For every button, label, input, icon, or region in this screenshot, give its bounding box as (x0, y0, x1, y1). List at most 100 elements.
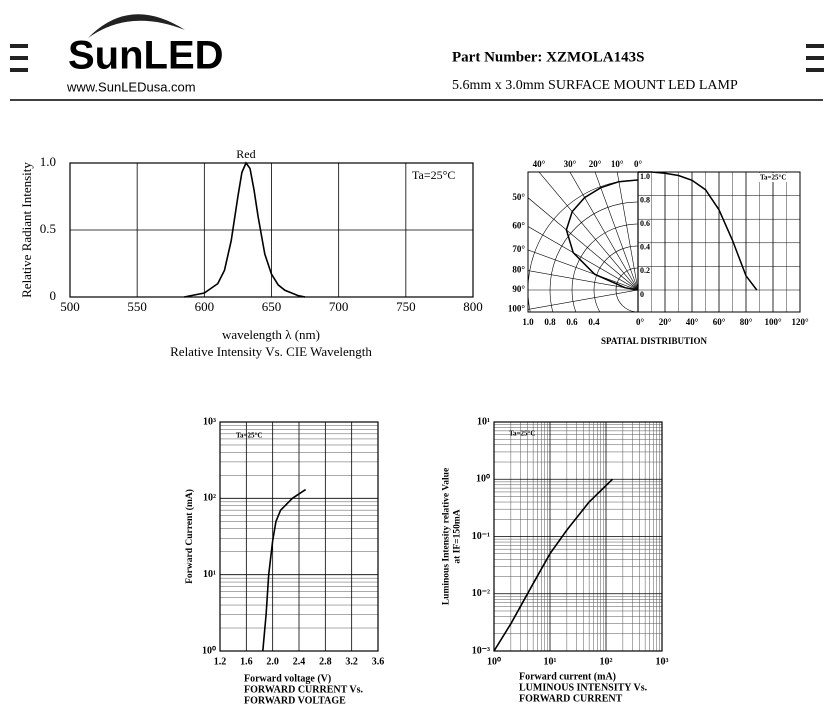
x-tick-label: 120° (791, 317, 809, 327)
x-tick-label: 1.2 (214, 656, 227, 667)
x-tick-label: 2.4 (293, 656, 306, 667)
y-tick-label: 10⁰ (202, 645, 216, 656)
y-axis-label: Luminous Intensity relative Value (442, 468, 452, 605)
plot-frame (493, 421, 663, 652)
angle-tick-label: 70° (512, 244, 525, 254)
angle-tick-label: 20° (589, 159, 602, 169)
y-tick-label: 0.4 (640, 243, 650, 252)
y-tick-label: 10³ (203, 416, 216, 427)
polar-chart: 1.0 0.8 0.6 0.4 0° 10° 20° 30° 40° 50° 60° 70° 80° 90… (508, 159, 809, 346)
angle-tick-label: 0° (634, 159, 643, 169)
x-axis-label: wavelength λ (nm) (222, 327, 320, 342)
angle-tick-label: 30° (564, 159, 577, 169)
x-tick-label: 40° (686, 317, 699, 327)
x-tick-label: 800 (463, 299, 483, 314)
y-axis-label: Relative Radiant Intensity (19, 162, 34, 298)
x-tick-label: 700 (329, 299, 349, 314)
annotation-bg (758, 173, 799, 182)
bar (806, 44, 824, 48)
chart-title: FORWARD CURRENT (519, 693, 623, 704)
angle-tick-label: 80° (512, 265, 525, 275)
chart-title: FORWARD VOLTAGE (244, 695, 346, 706)
x-tick-label: 750 (396, 299, 416, 314)
bar (806, 68, 824, 72)
x-axis-label: Forward current (mA) (519, 671, 616, 682)
grid-radial (538, 172, 638, 291)
part-number: Part Number: XZMOLA143S (452, 49, 644, 65)
angle-tick-label: 60° (512, 221, 525, 231)
bar (10, 44, 28, 48)
chart: 500 550 600 650 700 750 800 0 0.5 1.0 Red Ta=25°C wa… (19, 147, 483, 359)
y-tick-label: 0.5 (40, 221, 56, 236)
bar (10, 68, 28, 72)
angle-tick-label: 10° (611, 159, 624, 169)
grid-radial (528, 197, 638, 291)
x-tick-label: 60° (713, 317, 726, 327)
y-axis-label: Forward Current (mA) (184, 489, 195, 584)
r-tick-label: 0.6 (566, 317, 578, 327)
y-tick-label: 10¹ (477, 416, 490, 427)
x-tick-label: 550 (127, 299, 147, 314)
x-tick-label: 20° (659, 317, 672, 327)
x-tick-label: 600 (195, 299, 215, 314)
chart-title: Relative Intensity Vs. CIE Wavelength (170, 344, 372, 359)
grid-radial (528, 249, 638, 291)
y-tick-label: 0 (50, 288, 57, 303)
x-tick-label: 2.8 (319, 656, 332, 667)
y-tick-label: 10⁰ (476, 474, 490, 485)
series-label: Red (236, 147, 255, 161)
logo: SunLED (68, 34, 224, 78)
bar (806, 56, 824, 60)
chart-title: LUMINOUS INTENSITY Vs. (519, 682, 648, 693)
y-tick-label: 10¹ (203, 569, 216, 580)
annotation: Ta=25°C (509, 430, 535, 438)
r-tick-label: 1.0 (522, 317, 534, 327)
angle-tick-label: 90° (512, 284, 525, 294)
grid-radial (528, 270, 638, 291)
polar-curve (565, 179, 639, 291)
y-tick-label: 1.0 (640, 172, 650, 181)
y-axis-label: at IF=150mA (453, 509, 463, 563)
url: www.SunLEDusa.com (66, 79, 196, 94)
plot-frame (219, 421, 379, 652)
y-tick-label: 10² (203, 493, 216, 504)
plot-frame (69, 162, 474, 298)
annotation: Ta=25°C (412, 168, 455, 182)
x-tick-label: 0° (636, 317, 645, 327)
y-tick-label: 0 (640, 290, 644, 299)
x-tick-label: 10⁰ (487, 656, 501, 667)
bar (10, 56, 28, 60)
plot-frame (527, 171, 801, 313)
chart-title: FORWARD CURRENT Vs. (244, 684, 364, 695)
chart: 1.2 1.6 2.0 2.4 2.8 3.2 3.6 10⁰ 10¹ 10² 10³ Ta=25°C… (184, 416, 384, 706)
y-tick-label: 0.8 (640, 195, 650, 204)
x-tick-label: 650 (262, 299, 282, 314)
grid-radial (594, 172, 638, 291)
chart: 10⁰ 10¹ 10² 10³ 10⁻³ 10⁻² 10⁻¹ 10⁰ 10¹ Ta=25°C For… (442, 416, 669, 704)
data-line (493, 478, 613, 652)
x-tick-label: 2.0 (266, 656, 279, 667)
chart-title: SPATIAL DISTRIBUTION (601, 336, 707, 346)
grid-radial (528, 226, 638, 291)
data-line (262, 488, 307, 652)
y-tick-label: 10⁻² (472, 588, 490, 599)
y-tick-label: 10⁻³ (472, 645, 490, 656)
data-line (184, 161, 306, 298)
x-tick-label: 10³ (656, 656, 669, 667)
r-tick-label: 0.8 (544, 317, 556, 327)
annotation: Ta=25°C (760, 174, 786, 182)
polar-grid (528, 172, 638, 312)
x-tick-label: 3.2 (345, 656, 358, 667)
x-tick-label: 500 (60, 299, 80, 314)
header: SunLED www.SunLEDusa.com Part Number: XZ… (10, 14, 824, 101)
x-tick-label: 80° (740, 317, 753, 327)
angle-tick-label: 100° (508, 303, 526, 313)
y-tick-label: 1.0 (40, 154, 56, 169)
angle-tick-label: 50° (512, 192, 525, 202)
x-tick-label: 3.6 (372, 656, 385, 667)
x-axis-label: Forward voltage (V) (244, 673, 331, 684)
annotation: Ta=25°C (236, 432, 262, 440)
x-tick-label: 100° (764, 317, 782, 327)
angle-tick-label: 40° (533, 159, 546, 169)
